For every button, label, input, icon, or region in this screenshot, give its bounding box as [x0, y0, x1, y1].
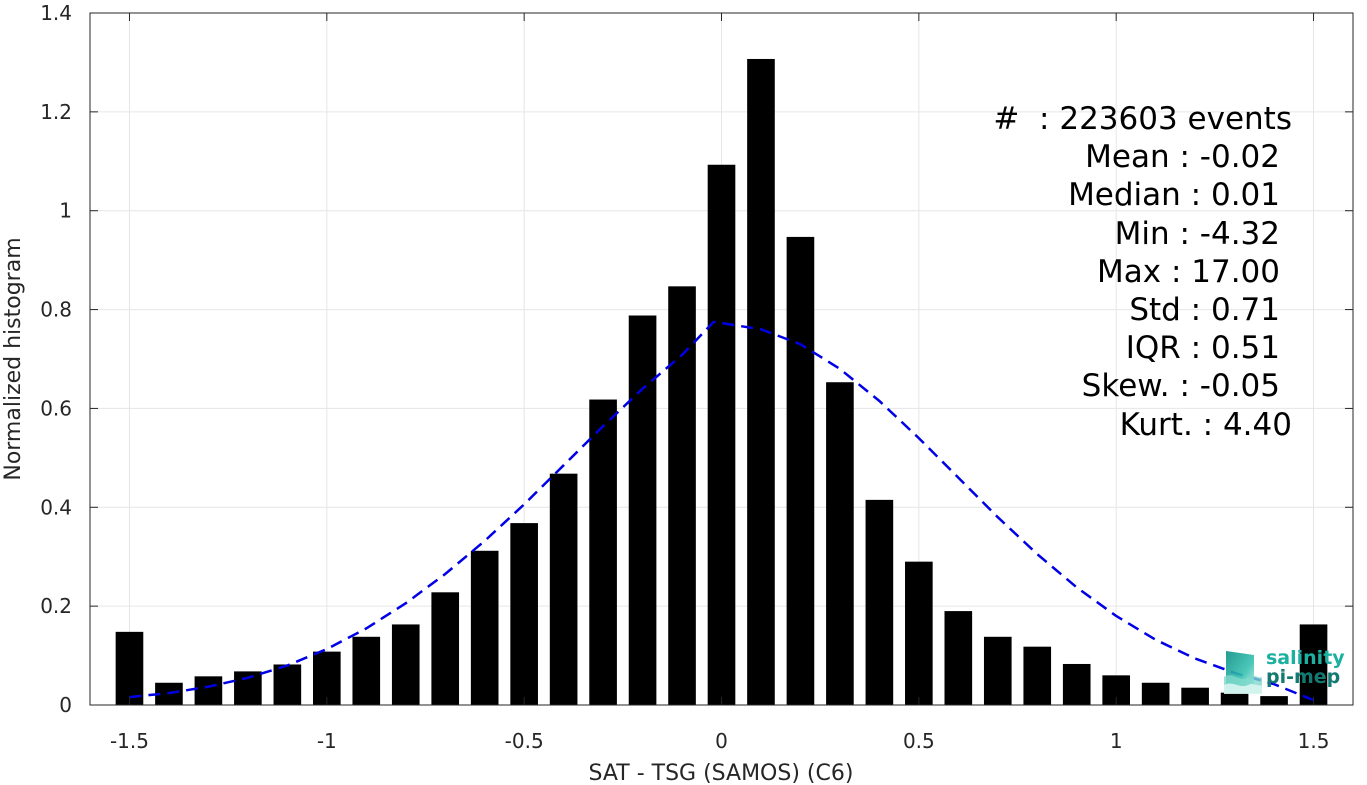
statistics-box: # : 223603 events Mean : -0.02 Median : …: [900, 100, 1292, 444]
stat-mean: Mean : -0.02: [1085, 139, 1280, 176]
y-tick-label: 0.6: [40, 396, 72, 420]
histogram-bar: [747, 58, 775, 706]
x-tick-label: 0.5: [903, 729, 935, 753]
histogram-bar: [944, 611, 973, 705]
histogram-bar: [273, 664, 302, 705]
histogram-bar: [1260, 696, 1288, 705]
histogram-bar: [115, 631, 144, 705]
x-tick-label: -1: [317, 729, 337, 753]
histogram-bar: [707, 164, 736, 705]
salinity-pimep-logo: salinity pi-mep: [1222, 647, 1352, 695]
histogram-bar: [194, 676, 223, 705]
logo-line-salinity: salinity: [1266, 647, 1345, 669]
histogram-bar: [470, 550, 499, 705]
histogram-bars: [115, 58, 1328, 706]
histogram-bar: [865, 499, 894, 705]
wave-logo-icon: [1224, 651, 1262, 694]
histogram-bar: [1220, 692, 1249, 705]
histogram-bar: [312, 651, 341, 705]
histogram-bar: [431, 592, 460, 705]
histogram-bar: [352, 636, 381, 705]
histogram-bar: [510, 523, 538, 705]
x-tick-label: -1.5: [110, 729, 149, 753]
y-tick-label: 1.2: [40, 100, 72, 124]
stat-kurt: Kurt. : 4.40: [1119, 406, 1292, 443]
y-tick-label: 1: [59, 199, 72, 223]
histogram-bar: [234, 671, 262, 705]
stat-events: # : 223603 events: [993, 101, 1292, 137]
x-axis-label: SAT - TSG (SAMOS) (C6): [589, 761, 854, 785]
histogram-bar: [1181, 687, 1209, 705]
histogram-bar: [549, 473, 578, 705]
histogram-bar: [668, 286, 696, 705]
histogram-bar: [589, 399, 617, 705]
y-tick-label: 0.8: [40, 298, 72, 322]
logo-text: salinity pi-mep: [1266, 649, 1345, 687]
histogram-bar: [826, 382, 854, 705]
x-tick-label: 0: [715, 729, 728, 753]
stat-median: Median : 0.01: [1068, 177, 1280, 214]
y-axis-label: Normalized histogram: [1, 237, 26, 480]
logo-line-pimep: pi-mep: [1266, 666, 1341, 688]
histogram-bar: [391, 624, 420, 705]
histogram-bar: [1141, 682, 1170, 705]
stat-std: Std : 0.71: [1129, 292, 1280, 329]
x-tick-label: 1: [1110, 729, 1123, 753]
normal-fit-curve: [129, 320, 1314, 702]
histogram-bar: [628, 315, 657, 705]
histogram-bar: [1299, 624, 1328, 705]
histogram-bar: [1062, 663, 1091, 705]
y-tick-label: 0.2: [40, 594, 72, 618]
stat-skew: Skew. : -0.05: [1081, 368, 1280, 405]
stat-min: Min : -4.32: [1114, 215, 1280, 252]
stat-iqr: IQR : 0.51: [1125, 330, 1280, 367]
histogram-bar: [1023, 646, 1052, 705]
y-axis-ticks: 0 0.2 0.4 0.6 0.8 1 1.2 1.4: [40, 1, 1353, 717]
x-tick-label: 1.5: [1298, 729, 1330, 753]
histogram-bar: [786, 236, 815, 705]
y-tick-label: 0.4: [40, 495, 72, 519]
y-tick-label: 1.4: [40, 1, 72, 25]
stat-max: Max : 17.00: [1097, 253, 1280, 290]
x-tick-label: -0.5: [505, 729, 544, 753]
histogram-bar: [983, 636, 1012, 705]
x-axis-ticks: -1.5 -1 -0.5 0 0.5 1 1.5: [110, 13, 1329, 753]
y-tick-label: 0: [59, 693, 72, 717]
histogram-bar: [905, 561, 933, 705]
